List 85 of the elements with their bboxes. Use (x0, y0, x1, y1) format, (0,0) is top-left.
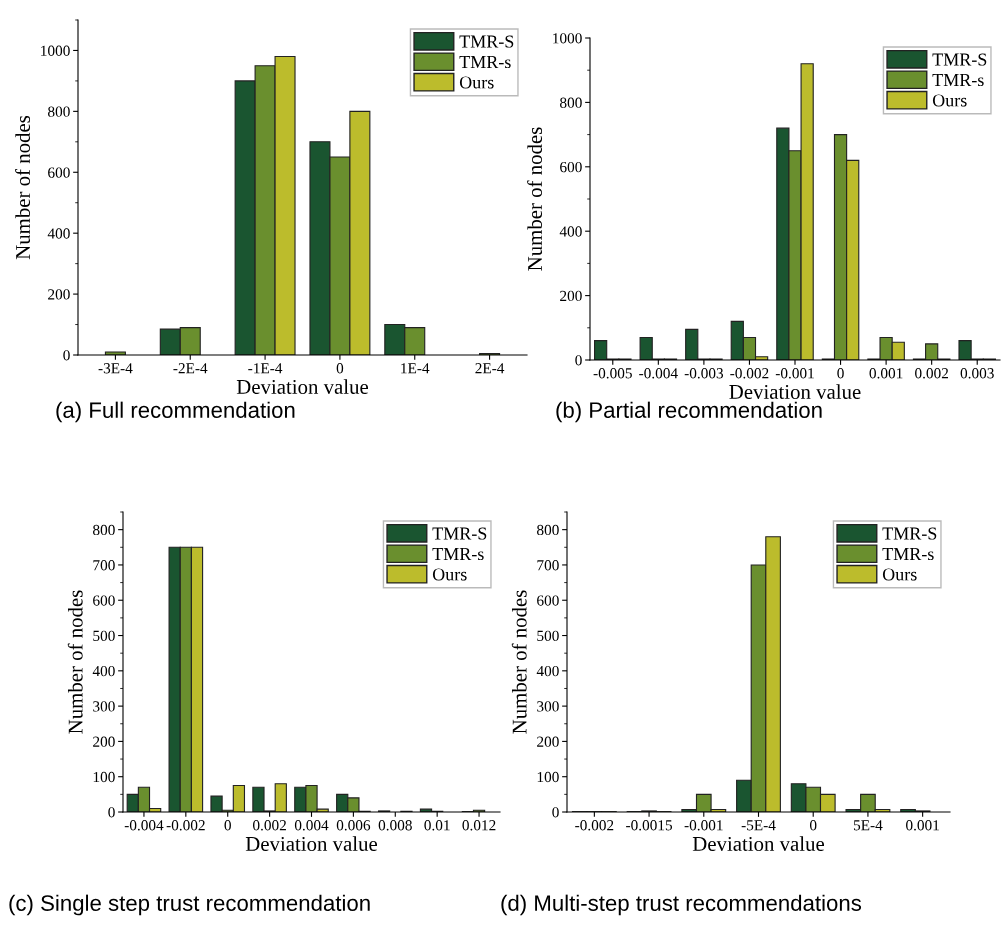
legend-label: TMR-s (932, 74, 984, 87)
legend-label: TMR-S (459, 35, 514, 48)
y-tick-label: 700 (537, 560, 559, 571)
x-axis-title: Deviation value (729, 384, 861, 399)
x-tick-label: -0.002 (575, 820, 614, 831)
y-tick-label: 200 (560, 290, 582, 302)
y-axis-title: Number of nodes (15, 115, 31, 260)
x-axis-title: Deviation value (692, 836, 825, 851)
x-tick-label: 0.006 (336, 820, 371, 831)
y-tick-label: 600 (48, 167, 70, 178)
x-tick-label: -0.002 (730, 368, 769, 379)
y-tick-label: 600 (537, 595, 559, 606)
legend-label: TMR-S (432, 527, 487, 540)
y-tick-label: 1000 (553, 33, 582, 44)
x-tick-label: 0.008 (378, 820, 412, 831)
y-tick-label: 400 (559, 226, 582, 237)
x-tick-label: 0.002 (253, 820, 286, 831)
text: (d) Multi-step trust recommendations (501, 894, 862, 916)
y-tick-label: 200 (537, 736, 559, 747)
x-tick-label: -3E-4 (98, 363, 133, 374)
y-axis-title: Number of nodes (511, 590, 527, 734)
y-tick-label: 600 (560, 161, 582, 173)
y-tick-label: 0 (552, 807, 559, 818)
y-tick-label: 800 (48, 106, 70, 117)
y-tick-label: 200 (48, 289, 70, 300)
x-tick-label: -0.002 (166, 820, 205, 831)
legend-label: TMR-s (459, 56, 511, 69)
y-tick-label: 0 (575, 355, 582, 366)
legend-label: Ours (432, 568, 467, 581)
y-tick-label: 400 (92, 665, 115, 677)
x-tick-label: 0.004 (294, 820, 329, 831)
y-tick-label: 400 (47, 228, 70, 239)
y-tick-label: 500 (93, 630, 115, 641)
x-tick-label: 0.003 (960, 368, 994, 379)
x-tick-label: -0.0015 (626, 820, 673, 831)
y-tick-label: 300 (537, 701, 559, 712)
y-tick-label: 400 (536, 665, 559, 677)
x-tick-label: 0.012 (462, 820, 496, 831)
y-tick-label: 100 (537, 771, 559, 783)
x-tick-label: 0.002 (915, 368, 949, 379)
x-tick-label: -2E-4 (173, 363, 208, 374)
y-tick-label: 1000 (41, 45, 70, 56)
y-tick-label: 800 (560, 97, 582, 108)
legend-label: Ours (882, 568, 917, 581)
x-tick-label: -5E-4 (741, 820, 776, 831)
x-tick-label: 0 (837, 368, 844, 379)
x-tick-label: 5E-4 (853, 820, 883, 831)
x-tick-label: -0.004 (124, 820, 164, 831)
y-tick-label: 800 (93, 524, 115, 536)
y-tick-label: 200 (93, 736, 115, 747)
x-tick-label: 2E-4 (475, 363, 505, 374)
x-tick-label: 0.001 (906, 820, 939, 831)
x-tick-label: -0.001 (775, 368, 814, 379)
legend-label: TMR-S (882, 527, 937, 540)
text: (b) Partial recommendation (556, 401, 822, 423)
x-tick-label: -1E-4 (248, 363, 283, 374)
legend-label: Ours (459, 76, 494, 89)
x-tick-label: 1E-4 (401, 363, 430, 374)
legend-label: TMR-s (432, 548, 484, 561)
x-axis-title: Deviation value (236, 379, 369, 394)
x-tick-label: 0.001 (869, 368, 903, 379)
text: (a) Full recommendation (56, 401, 295, 423)
x-tick-label: -0.001 (684, 820, 723, 831)
x-axis-title: Deviation value (245, 836, 378, 851)
x-tick-label: 0 (336, 363, 344, 374)
y-tick-label: 100 (93, 771, 115, 783)
y-tick-label: 600 (93, 595, 115, 606)
x-tick-label: -0.003 (684, 368, 724, 379)
text: (c) Single step trust recommendation (9, 894, 370, 916)
legend-label: TMR-s (882, 548, 934, 561)
y-tick-label: 500 (537, 630, 559, 641)
x-tick-label: -0.005 (593, 368, 632, 379)
legend-label: TMR-S (932, 53, 987, 66)
y-tick-label: 0 (108, 807, 115, 818)
y-axis-title: Number of nodes (67, 590, 83, 734)
x-tick-label: 0.01 (424, 820, 450, 831)
x-tick-label: 0 (809, 820, 817, 831)
legend-label: Ours (932, 94, 967, 107)
y-axis-title: Number of nodes (527, 127, 543, 271)
y-tick-label: 700 (93, 560, 115, 571)
x-tick-label: -0.004 (639, 368, 678, 379)
y-tick-label: 0 (63, 350, 70, 361)
x-tick-label: 0 (224, 820, 231, 831)
y-tick-label: 800 (537, 524, 559, 536)
y-tick-label: 300 (93, 701, 115, 712)
